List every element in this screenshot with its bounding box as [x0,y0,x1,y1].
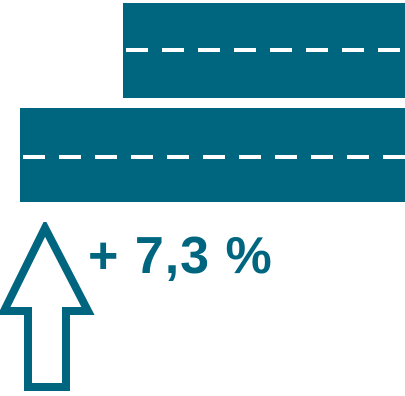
road-lane-top-icon [123,3,405,98]
road-lane-bottom-icon [20,108,405,202]
up-arrow-icon [0,222,95,391]
road-lane-bottom-markings [23,155,405,159]
road-lane-top-markings [126,48,405,52]
up-arrow-outline [0,222,95,391]
percentage-change-label: + 7,3 % [88,227,273,285]
